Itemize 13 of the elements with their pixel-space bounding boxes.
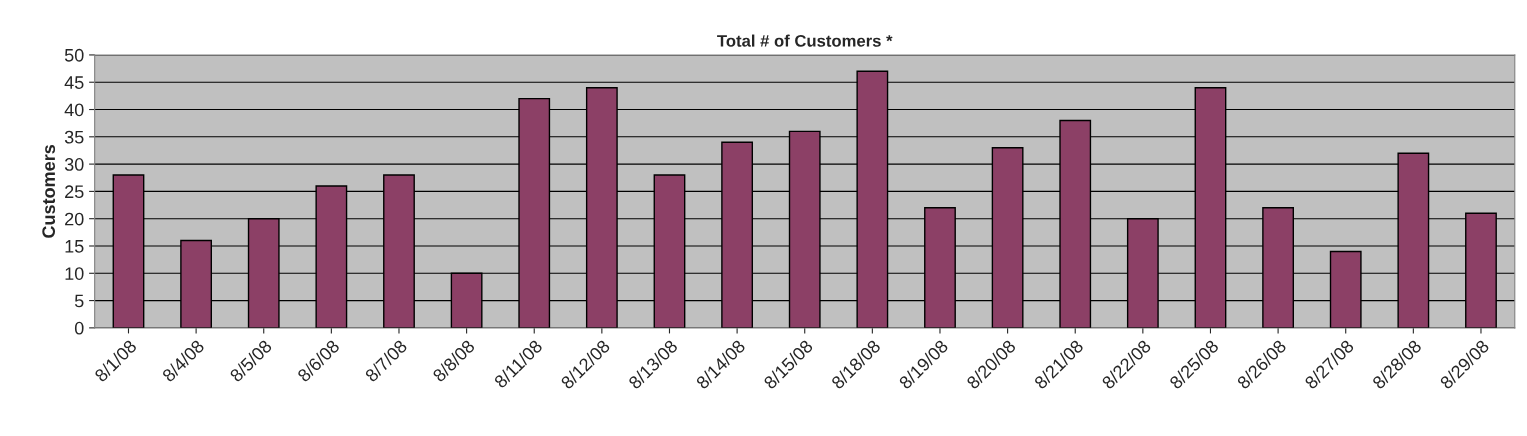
y-axis-title: Customers bbox=[42, 144, 56, 238]
y-tick-label: 25 bbox=[65, 185, 84, 199]
y-tick-label: 45 bbox=[64, 76, 84, 89]
y-tick-label: 50 bbox=[64, 48, 84, 62]
chart-title: Total # of Customers * bbox=[717, 34, 893, 47]
y-tick-label: 0 bbox=[74, 321, 84, 335]
y-tick-label: 5 bbox=[74, 294, 84, 308]
y-tick-label: 10 bbox=[65, 267, 84, 280]
y-tick-label: 40 bbox=[64, 103, 84, 117]
y-tick-label: 15 bbox=[65, 240, 84, 253]
y-tick-label: 30 bbox=[64, 158, 84, 171]
y-tick-label: 35 bbox=[64, 130, 84, 144]
y-tick-label: 20 bbox=[65, 212, 84, 226]
